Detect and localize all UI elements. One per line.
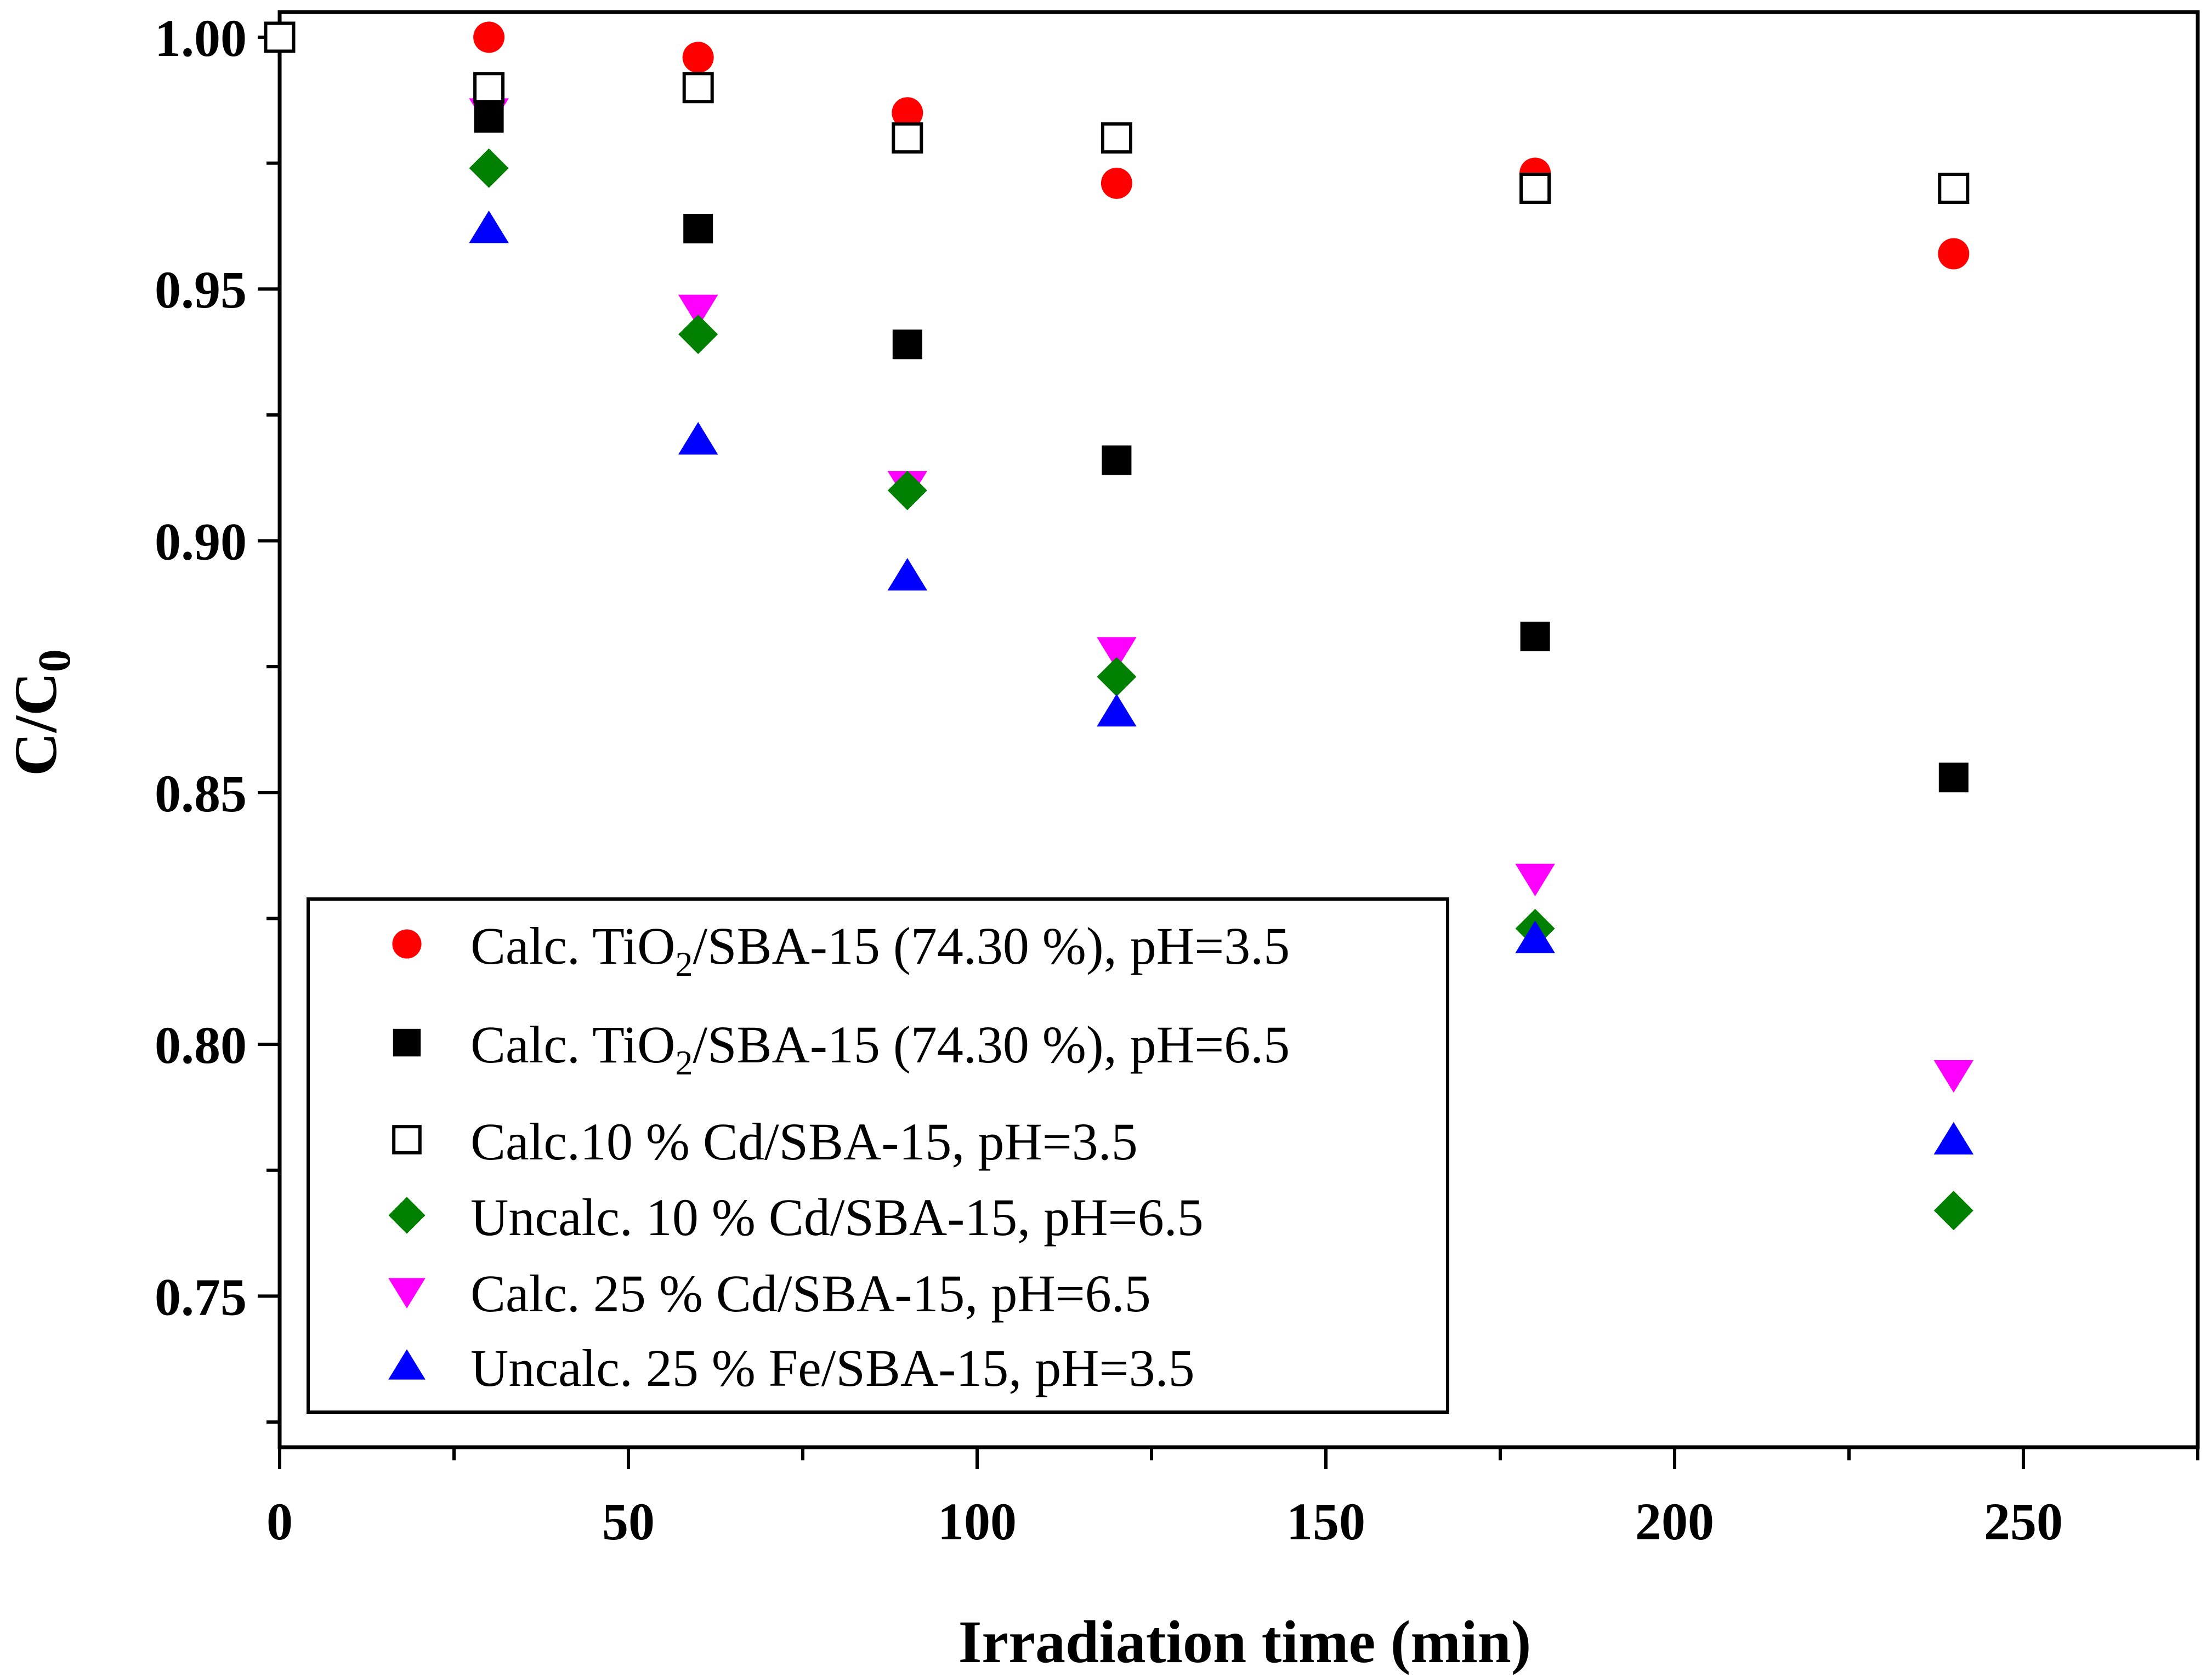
y-tick-label: 0.95	[155, 260, 247, 319]
x-axis-title: Irradiation time (min)	[958, 1608, 1532, 1675]
data-points	[264, 21, 1974, 1231]
legend-label: Uncalc. 10 % Cd/SBA-15, pH=6.5	[470, 1188, 1204, 1247]
data-point-calc-tio2-ph35	[682, 42, 714, 73]
legend-item-uncalc-cd10-ph65: Uncalc. 10 % Cd/SBA-15, pH=6.5	[388, 1188, 1204, 1247]
legend-label: Calc.10 % Cd/SBA-15, pH=3.5	[470, 1112, 1138, 1171]
x-tick-label: 0	[266, 1492, 293, 1551]
legend-item-calc-tio2-ph35: Calc. TiO2/SBA-15 (74.30 %), pH=3.5	[392, 917, 1290, 983]
y-axis-title-subscript: 0	[29, 649, 80, 672]
series-uncalc-fe25-ph35	[469, 210, 1974, 1155]
legend-label: Calc. TiO2/SBA-15 (74.30 %), pH=6.5	[470, 1015, 1290, 1082]
data-point-calc-cd10-ph35	[1519, 173, 1551, 204]
legend-item-uncalc-fe25-ph35: Uncalc. 25 % Fe/SBA-15, pH=3.5	[388, 1339, 1195, 1397]
legend-label: Calc. 25 % Cd/SBA-15, pH=6.5	[470, 1264, 1151, 1323]
data-point-calc-tio2-ph35	[1101, 167, 1132, 199]
data-point-uncalc-cd10-ph65	[469, 148, 509, 188]
x-tick-label: 50	[602, 1492, 655, 1551]
data-point-calc-cd10-ph35	[1938, 173, 1970, 204]
legend-marker-calc-cd10-ph35	[392, 1125, 422, 1154]
data-point-calc-cd10-ph35	[473, 72, 505, 104]
legend-label-subscript: 2	[675, 1043, 693, 1082]
legend: Calc. TiO2/SBA-15 (74.30 %), pH=3.5Calc.…	[307, 897, 1449, 1414]
legend-label: Calc. TiO2/SBA-15 (74.30 %), pH=3.5	[470, 917, 1290, 983]
legend-item-calc-tio2-ph65: Calc. TiO2/SBA-15 (74.30 %), pH=6.5	[393, 1015, 1290, 1082]
data-point-calc-tio2-ph65	[683, 213, 713, 243]
legend-label-text: Calc. TiO	[470, 917, 675, 975]
plot-frame	[277, 10, 2200, 1449]
data-point-uncalc-fe25-ph35	[1097, 693, 1137, 727]
data-point-calc-cd10-ph35	[264, 21, 296, 53]
data-point-calc-tio2-ph65	[892, 329, 922, 360]
data-point-uncalc-fe25-ph35	[678, 422, 718, 455]
y-tick-label: 0.85	[155, 764, 247, 823]
data-point-uncalc-fe25-ph35	[1515, 920, 1555, 953]
series-calc-tio2-ph65	[474, 103, 1969, 793]
x-tick-label: 200	[1635, 1492, 1714, 1551]
y-tick-label: 0.80	[155, 1016, 247, 1074]
legend-label-text: /SBA-15 (74.30 %), pH=6.5	[693, 1015, 1290, 1074]
legend-label-text: Uncalc. 10 % Cd/SBA-15, pH=6.5	[470, 1188, 1204, 1247]
legend-item-calc-cd10-ph35: Calc.10 % Cd/SBA-15, pH=3.5	[392, 1112, 1138, 1171]
data-point-calc-tio2-ph35	[1938, 238, 1970, 270]
legend-item-calc-cd25-ph65: Calc. 25 % Cd/SBA-15, pH=6.5	[388, 1264, 1151, 1323]
legend-marker-calc-cd25-ph65	[388, 1278, 426, 1309]
data-point-calc-tio2-ph65	[1520, 622, 1550, 652]
data-point-uncalc-fe25-ph35	[1933, 1122, 1974, 1155]
y-axis: 1.00 0.95 0.90 0.85 0.80 0.75	[155, 9, 280, 1424]
legend-label-text: Uncalc. 25 % Fe/SBA-15, pH=3.5	[470, 1339, 1195, 1397]
y-tick-label: 0.90	[155, 513, 247, 571]
x-tick-label: 250	[1984, 1492, 2063, 1551]
data-point-uncalc-cd10-ph65	[887, 470, 927, 510]
data-point-uncalc-fe25-ph35	[887, 558, 928, 591]
data-point-calc-cd25-ph65	[1515, 863, 1555, 896]
legend-label-text: Calc.10 % Cd/SBA-15, pH=3.5	[470, 1112, 1138, 1171]
data-point-calc-cd10-ph35	[892, 122, 923, 154]
data-point-calc-cd10-ph35	[682, 72, 714, 104]
x-tick-label: 150	[1286, 1492, 1365, 1551]
legend-label: Uncalc. 25 % Fe/SBA-15, pH=3.5	[470, 1339, 1195, 1397]
y-axis-title-main: C/C	[2, 672, 69, 776]
data-point-calc-tio2-ph35	[892, 97, 923, 129]
data-point-uncalc-cd10-ph65	[1933, 1191, 1973, 1231]
legend-label-text: Calc. TiO	[470, 1015, 675, 1074]
data-point-calc-tio2-ph65	[1102, 445, 1132, 475]
legend-marker-calc-tio2-ph35	[392, 929, 422, 959]
x-axis: 0 50 100 150 200 250	[266, 1447, 2199, 1551]
data-point-uncalc-fe25-ph35	[469, 210, 509, 243]
data-point-calc-cd25-ph65	[678, 294, 718, 327]
data-point-calc-tio2-ph65	[474, 103, 504, 133]
legend-box	[307, 897, 1449, 1414]
legend-label-text: Calc. 25 % Cd/SBA-15, pH=6.5	[470, 1264, 1151, 1323]
plot-border	[277, 10, 2200, 1449]
legend-label-text: /SBA-15 (74.30 %), pH=3.5	[693, 917, 1290, 975]
series-calc-cd10-ph35	[264, 21, 1970, 204]
x-tick-label: 100	[938, 1492, 1017, 1551]
data-point-calc-tio2-ph65	[1938, 763, 1969, 793]
data-point-calc-cd25-ph65	[1097, 637, 1137, 670]
data-point-uncalc-cd10-ph65	[1097, 657, 1137, 697]
legend-marker-uncalc-cd10-ph65	[388, 1197, 426, 1234]
legend-marker-calc-tio2-ph65	[393, 1028, 421, 1057]
y-axis-title: C/C0	[2, 649, 80, 776]
data-point-calc-cd25-ph65	[1933, 1060, 1974, 1093]
data-point-uncalc-cd10-ph65	[678, 314, 718, 354]
data-point-calc-tio2-ph35	[473, 21, 505, 53]
legend-label-subscript: 2	[675, 945, 693, 983]
legend-marker-uncalc-fe25-ph35	[388, 1349, 426, 1380]
data-point-calc-cd10-ph35	[1101, 122, 1132, 154]
y-tick-label: 0.75	[155, 1267, 247, 1326]
y-tick-label: 1.00	[155, 9, 247, 67]
